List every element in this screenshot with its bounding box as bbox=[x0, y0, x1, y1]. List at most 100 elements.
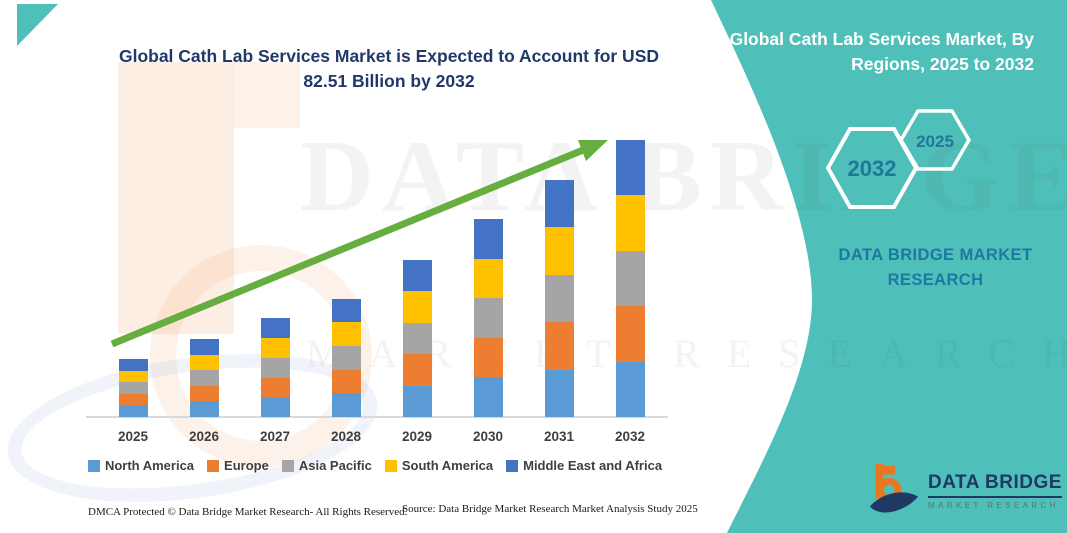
stacked-bar-2028 bbox=[331, 298, 361, 417]
bar-segment-europe bbox=[260, 377, 290, 398]
bar-segment-north-america bbox=[118, 405, 148, 417]
legend-swatch-asia-pacific bbox=[281, 459, 294, 472]
bar-segment-south-america bbox=[615, 195, 645, 251]
chart-legend: North America Europe Asia Pacific South Ame… bbox=[70, 458, 680, 473]
bar-segment-middle-east-and-africa bbox=[260, 318, 290, 339]
bar-segment-asia-pacific bbox=[402, 322, 432, 355]
legend-label-middle-east-and-africa: Middle East and Africa bbox=[523, 458, 663, 473]
bar-segment-middle-east-and-africa bbox=[615, 140, 645, 196]
logo-subtitle: MARKET RESEARCH bbox=[928, 501, 1059, 510]
x-axis-line bbox=[86, 416, 668, 418]
logo-name: DATA BRIDGE bbox=[928, 472, 1062, 498]
bar-segment-asia-pacific bbox=[189, 370, 219, 386]
legend-label-south-america: South America bbox=[401, 458, 494, 473]
bar-segment-north-america bbox=[260, 397, 290, 417]
legend-item-middle-east-and-africa: Middle East and Africa bbox=[506, 458, 662, 473]
stacked-bar-2026 bbox=[189, 339, 219, 417]
hexagon-2025-label: 2025 bbox=[916, 132, 954, 151]
bar-segment-europe bbox=[118, 393, 148, 406]
x-axis-label-2027: 2027 bbox=[259, 429, 291, 444]
bar-segment-south-america bbox=[331, 322, 361, 347]
company-logo: DATA BRIDGE MARKET RESEARCH bbox=[868, 462, 1062, 520]
bar-segment-europe bbox=[615, 306, 645, 362]
hexagon-year-badges: 2032 2025 bbox=[825, 109, 972, 209]
stacked-bar-2027 bbox=[260, 318, 290, 417]
x-axis-label-2030: 2030 bbox=[472, 429, 504, 444]
bar-segment-europe bbox=[402, 354, 432, 386]
bar-segment-south-america bbox=[402, 291, 432, 323]
x-axis-label-2025: 2025 bbox=[117, 429, 149, 444]
legend-item-north-america: North America bbox=[87, 458, 195, 473]
hexagon-2032 bbox=[825, 127, 919, 209]
stacked-bar-2032 bbox=[615, 140, 645, 417]
bar-segment-north-america bbox=[615, 361, 645, 417]
bar-segment-asia-pacific bbox=[118, 382, 148, 394]
bar-segment-north-america bbox=[189, 401, 219, 417]
x-axis-label-2029: 2029 bbox=[401, 429, 433, 444]
trend-arrow-shaft bbox=[110, 144, 590, 348]
bar-segment-asia-pacific bbox=[331, 346, 361, 370]
source-note: Source: Data Bridge Market Research Mark… bbox=[402, 503, 698, 515]
corner-accent-triangle bbox=[17, 4, 58, 46]
bar-segment-asia-pacific bbox=[615, 250, 645, 307]
bar-segment-north-america bbox=[473, 377, 503, 417]
stacked-bar-2029 bbox=[402, 259, 432, 417]
bar-segment-south-america bbox=[473, 258, 503, 299]
bar-segment-middle-east-and-africa bbox=[402, 259, 432, 292]
bar-segment-europe bbox=[189, 385, 219, 402]
brand-wordmark-line2: RESEARCH bbox=[887, 270, 984, 289]
side-panel-heading-line2: Regions, 2025 to 2032 bbox=[851, 53, 1034, 74]
bar-segment-asia-pacific bbox=[260, 357, 290, 378]
legend-item-asia-pacific: Asia Pacific bbox=[281, 458, 372, 473]
side-panel-heading: Global Cath Lab Services Market, By Regi… bbox=[728, 27, 1034, 76]
bar-segment-south-america bbox=[118, 370, 148, 383]
legend-swatch-north-america bbox=[87, 459, 100, 472]
brand-wordmark-line1: DATA BRIDGE MARKET bbox=[838, 246, 1033, 264]
bar-segment-asia-pacific bbox=[544, 274, 574, 323]
stacked-bar-2030 bbox=[473, 218, 503, 417]
dmca-notice: DMCA Protected © Data Bridge Market Rese… bbox=[88, 506, 408, 518]
chart-title-line2: 82.51 Billion by 2032 bbox=[303, 71, 475, 92]
legend-label-asia-pacific: Asia Pacific bbox=[298, 458, 372, 473]
bar-segment-asia-pacific bbox=[473, 298, 503, 338]
bar-segment-south-america bbox=[260, 338, 290, 358]
legend-item-europe: Europe bbox=[207, 458, 269, 473]
bar-segment-middle-east-and-africa bbox=[331, 298, 361, 323]
bar-segment-middle-east-and-africa bbox=[189, 339, 219, 355]
legend-swatch-europe bbox=[207, 459, 220, 472]
legend-label-north-america: North America bbox=[104, 458, 195, 473]
bar-segment-north-america bbox=[402, 385, 432, 417]
bar-segment-north-america bbox=[544, 369, 574, 417]
legend-swatch-middle-east-and-africa bbox=[506, 459, 519, 472]
brand-wordmark: DATA BRIDGE MARKET RESEARCH bbox=[838, 243, 1033, 293]
bar-segment-south-america bbox=[544, 227, 574, 275]
bar-segment-middle-east-and-africa bbox=[473, 218, 503, 259]
chart-title-line1: Global Cath Lab Services Market is Expec… bbox=[118, 46, 660, 66]
stacked-bar-2031 bbox=[544, 179, 574, 417]
x-axis-label-2032: 2032 bbox=[614, 429, 646, 444]
legend-item-south-america: South America bbox=[384, 458, 494, 473]
bar-segment-middle-east-and-africa bbox=[118, 358, 148, 371]
hexagon-2032-label: 2032 bbox=[848, 156, 897, 181]
legend-swatch-south-america bbox=[384, 459, 397, 472]
bar-segment-middle-east-and-africa bbox=[544, 179, 574, 228]
x-axis-label-2026: 2026 bbox=[188, 429, 220, 444]
trend-arrow-head bbox=[578, 140, 608, 161]
bar-segment-europe bbox=[331, 369, 361, 394]
x-axis-label-2031: 2031 bbox=[543, 429, 575, 444]
x-axis-label-2028: 2028 bbox=[330, 429, 362, 444]
bar-segment-europe bbox=[544, 322, 574, 370]
legend-label-europe: Europe bbox=[224, 458, 269, 473]
teal-side-band bbox=[711, 0, 1067, 533]
bar-segment-north-america bbox=[331, 393, 361, 417]
logo-icon bbox=[869, 464, 919, 513]
bar-segment-europe bbox=[473, 337, 503, 378]
side-panel-heading-line1: Global Cath Lab Services Market, By bbox=[729, 29, 1034, 49]
chart-title: Global Cath Lab Services Market is Expec… bbox=[100, 44, 678, 95]
bar-segment-south-america bbox=[189, 354, 219, 371]
